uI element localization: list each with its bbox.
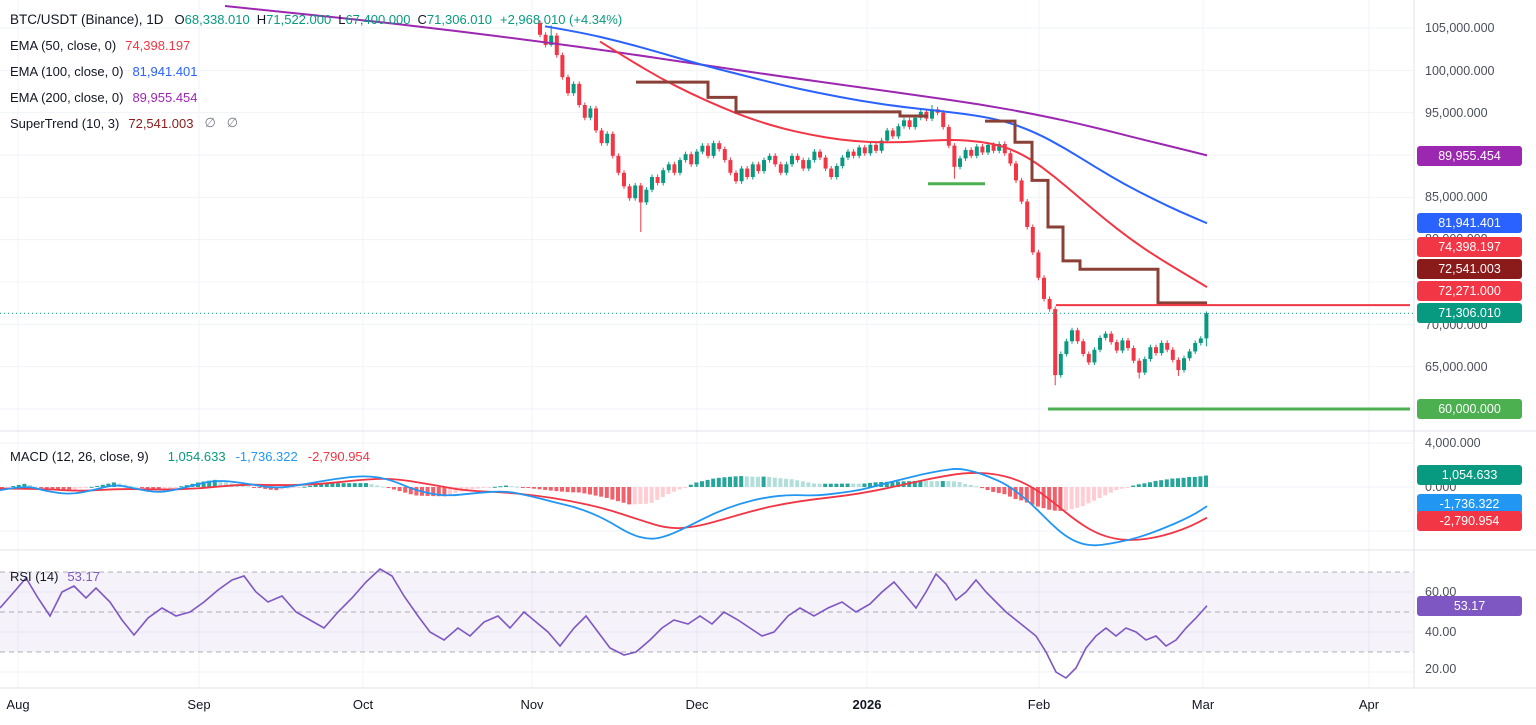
time-axis-label-oct: Oct — [352, 697, 374, 712]
ema200-line — [224, 4, 1208, 157]
supertrend-line — [636, 80, 928, 118]
candlestick-series — [538, 20, 1209, 386]
price-axis-badge: 1,054.633 — [1417, 465, 1522, 485]
symbol-row[interactable]: BTC/USDT (Binance), 1D O68,338.010 H71,5… — [10, 6, 622, 32]
indicator-value: 72,541.003 — [128, 115, 194, 131]
time-axis-label-nov: Nov — [520, 697, 544, 712]
indicator-value: 89,955.454 — [132, 89, 198, 105]
rsi-line — [0, 568, 1208, 680]
price-axis-badge: 89,955.454 — [1417, 146, 1522, 166]
macd-signal-value: -2,790.954 — [307, 448, 370, 464]
indicator-row-ema100[interactable]: EMA (100, close, 0) 81,941.401 — [10, 58, 622, 84]
price-axis-badge: 71,306.010 — [1417, 303, 1522, 323]
rsi-value: 53.17 — [67, 568, 100, 584]
time-axis-label-sep: Sep — [187, 697, 211, 712]
price-axis-label: 20.00 — [1425, 662, 1457, 676]
macd-pane — [0, 468, 1208, 547]
macd-signal-line — [0, 472, 1208, 541]
rsi-indicator-name: RSI (14) — [10, 568, 59, 584]
price-axis-label: 65,000.000 — [1425, 360, 1488, 374]
indicator-name: EMA (200, close, 0) — [10, 89, 124, 105]
macd-indicator-name: MACD (12, 26, close, 9) — [10, 448, 149, 464]
time-axis-label-dec: Dec — [685, 697, 709, 712]
macd-hist-value: 1,054.633 — [167, 448, 226, 464]
price-axis-label: 95,000.000 — [1425, 106, 1488, 120]
price-axis-badge: 74,398.197 — [1417, 237, 1522, 257]
supertrend-line — [985, 119, 1207, 305]
price-pane — [0, 4, 1414, 411]
macd-line-value: -1,736.322 — [235, 448, 298, 464]
macd-line — [0, 468, 1208, 547]
time-axis-label-mar: Mar — [1191, 697, 1215, 712]
main-legend: BTC/USDT (Binance), 1D O68,338.010 H71,5… — [10, 6, 622, 136]
macd-legend-row[interactable]: MACD (12, 26, close, 9) 1,054.633 -1,736… — [10, 447, 370, 465]
price-axis-badge: -1,736.322 — [1417, 494, 1522, 514]
symbol-title: BTC/USDT (Binance), 1D — [10, 11, 164, 27]
ohlc-close: C71,306.010 — [417, 11, 492, 27]
indicator-name: EMA (100, close, 0) — [10, 63, 124, 79]
rsi-pane — [0, 568, 1414, 680]
price-axis-badge: 81,941.401 — [1417, 213, 1522, 233]
indicator-row-supertrend[interactable]: SuperTrend (10, 3) 72,541.003 ∅ ∅ — [10, 110, 622, 136]
indicator-value: 74,398.197 — [125, 37, 191, 53]
indicator-row-ema200[interactable]: EMA (200, close, 0) 89,955.454 — [10, 84, 622, 110]
change-value: +2,968.010 (+4.34%) — [500, 11, 623, 27]
indicator-row-ema50[interactable]: EMA (50, close, 0) 74,398.197 — [10, 32, 622, 58]
ema50-line — [599, 40, 1208, 288]
price-axis-badge: -2,790.954 — [1417, 511, 1522, 531]
time-axis-label-feb: Feb — [1027, 697, 1051, 712]
price-axis-badge: 60,000.000 — [1417, 399, 1522, 419]
indicator-value: 81,941.401 — [132, 63, 198, 79]
supertrend-disabled-icon[interactable]: ∅ — [204, 115, 216, 130]
price-axis-label: 85,000.000 — [1425, 190, 1488, 204]
time-axis-label-2026: 2026 — [852, 697, 882, 712]
supertrend-disabled-icon[interactable]: ∅ — [226, 115, 239, 130]
price-axis-badge: 53.17 — [1417, 596, 1522, 616]
price-axis-label: 40.00 — [1425, 625, 1457, 639]
ohlc-low: L67,400.000 — [338, 11, 411, 27]
price-axis[interactable]: 105,000.000 100,000.000 95,000.000 85,000.0… — [1414, 0, 1536, 688]
price-axis-badge: 72,541.003 — [1417, 259, 1522, 279]
price-axis-badge: 72,271.000 — [1417, 281, 1522, 301]
price-axis-label: 100,000.000 — [1425, 64, 1495, 78]
price-axis-label: 60.00 — [1425, 585, 1457, 599]
time-axis-label-apr: Apr — [1358, 697, 1380, 712]
rsi-legend-row[interactable]: RSI (14) 53.17 — [10, 567, 100, 585]
ema100-line — [544, 25, 1208, 225]
time-axis[interactable]: Aug Sep Oct Nov Dec 2026 Feb Mar Apr — [0, 688, 1536, 725]
ohlc-high: H71,522.000 — [256, 11, 332, 27]
indicator-name: EMA (50, close, 0) — [10, 37, 117, 53]
indicator-name: SuperTrend (10, 3) — [10, 115, 120, 131]
price-axis-label: 4,000.000 — [1425, 436, 1481, 450]
time-axis-label-aug: Aug — [6, 697, 30, 712]
price-axis-label: 105,000.000 — [1425, 21, 1495, 35]
ohlc-open: O68,338.010 — [174, 11, 250, 27]
